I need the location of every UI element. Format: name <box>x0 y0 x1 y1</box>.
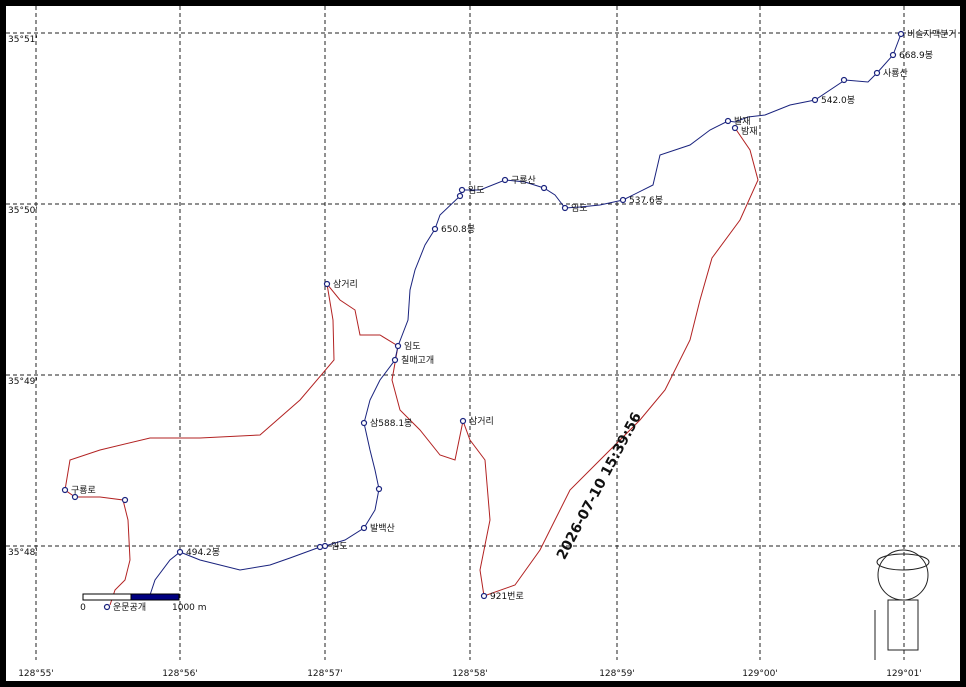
lon-label: 129°01' <box>886 669 922 679</box>
waypoint-label: 사룡산 <box>883 68 908 79</box>
waypoint-label: 542.0봉 <box>821 95 855 106</box>
scale-label: 1000 m <box>172 603 207 613</box>
waypoint <box>731 124 739 132</box>
waypoint <box>889 51 897 59</box>
waypoint <box>480 592 488 600</box>
waypoint-label: 삼거리 <box>333 279 358 290</box>
waypoint-label: 임도 <box>571 202 588 214</box>
waypoint <box>724 117 732 125</box>
waypoint <box>321 542 329 550</box>
waypoint-label: 494.2봉 <box>186 547 220 558</box>
lon-label: 129°00' <box>742 669 778 679</box>
waypoint-label: 칠매고개 <box>401 355 434 366</box>
lon-label: 128°55' <box>18 669 54 679</box>
track-point <box>121 496 129 504</box>
waypoint-label: 삼거리 <box>469 416 494 427</box>
lat-label: 35°50' <box>8 206 38 216</box>
waypoint-label: 비슬지맥분기 <box>907 29 957 40</box>
lat-label: 35°51' <box>8 35 38 45</box>
waypoint <box>458 186 466 194</box>
waypoint <box>391 356 399 364</box>
waypoint-label: 임도 <box>468 184 485 196</box>
lat-label: 35°49' <box>8 377 38 387</box>
waypoint-label: 668.9봉 <box>899 50 933 61</box>
red-track <box>64 127 759 606</box>
waypoint <box>176 548 184 556</box>
waypoint <box>897 30 905 38</box>
track-point <box>840 76 848 84</box>
lon-label: 128°57' <box>307 669 343 679</box>
track-point <box>316 543 324 551</box>
waypoint-label: 921번로 <box>490 591 524 602</box>
track-point <box>540 184 548 192</box>
waypoint <box>360 419 368 427</box>
waypoint-label: 밤재 <box>741 126 758 137</box>
waypoint <box>323 280 331 288</box>
scale-bar <box>82 593 132 601</box>
waypoint-label: 임도 <box>404 340 421 352</box>
lon-label: 128°58' <box>452 669 488 679</box>
waypoint-label: 537.6봉 <box>629 195 663 206</box>
waypoint-label: 650.8봉 <box>441 224 475 235</box>
lon-label: 128°59' <box>599 669 635 679</box>
track-point <box>456 192 464 200</box>
mascot <box>874 549 930 660</box>
waypoint <box>459 417 467 425</box>
waypoint-label: 삼588.1봉 <box>370 418 412 429</box>
waypoint-label: 운문공개 <box>113 602 146 613</box>
waypoint <box>561 204 569 212</box>
waypoint-label: 발백산 <box>370 523 395 534</box>
lon-label: 128°56' <box>162 669 198 679</box>
waypoint-label: 임도 <box>331 540 348 552</box>
waypoint <box>431 225 439 233</box>
waypoint-label: 구룡로 <box>71 485 96 496</box>
track-point <box>375 485 383 493</box>
scale-label: 0 <box>80 603 86 613</box>
waypoint <box>811 96 819 104</box>
waypoint <box>501 176 509 184</box>
waypoint <box>873 69 881 77</box>
waypoint-label: 발재 <box>734 116 751 127</box>
waypoint <box>61 486 69 494</box>
lat-label: 35°48' <box>8 548 38 558</box>
scale-bar <box>130 593 180 601</box>
waypoint <box>103 603 111 611</box>
waypoint <box>619 196 627 204</box>
waypoint <box>394 342 402 350</box>
track-point <box>71 493 79 501</box>
map-area <box>6 6 960 681</box>
waypoint-label: 구룡산 <box>511 175 536 186</box>
waypoint <box>360 524 368 532</box>
